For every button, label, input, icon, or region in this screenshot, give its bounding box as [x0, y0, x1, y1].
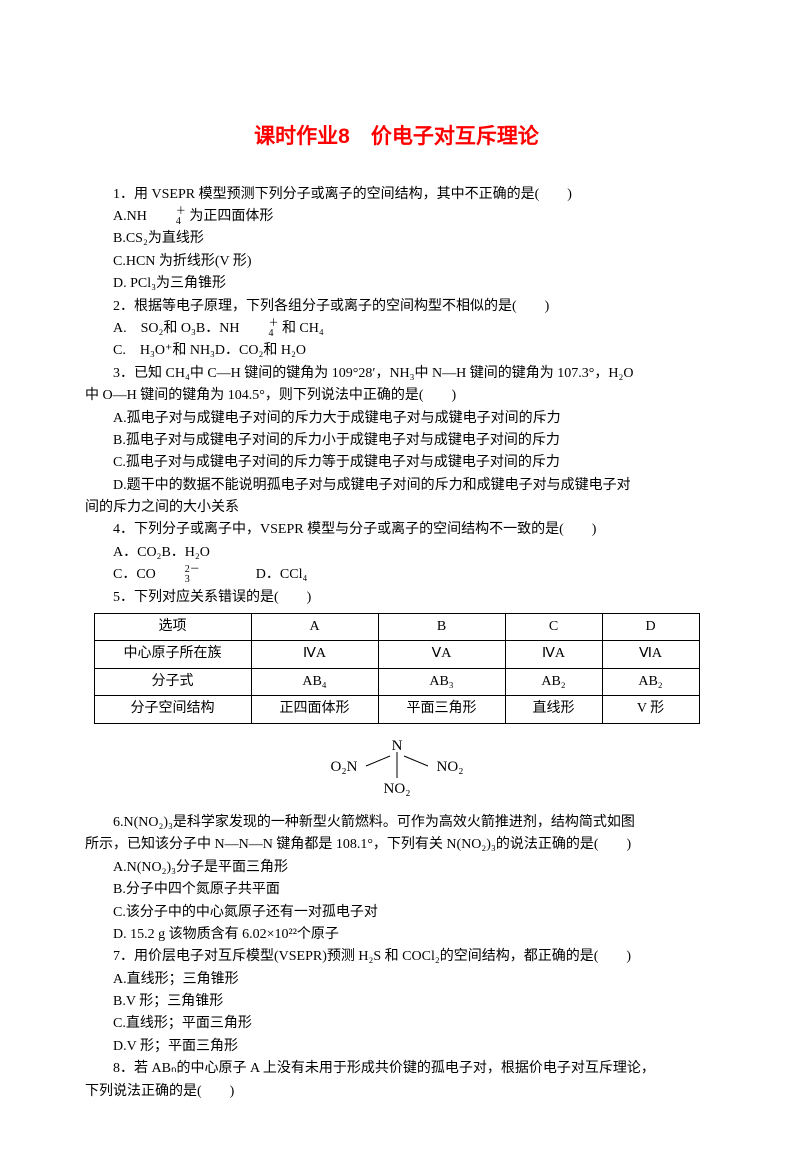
q5-stem: 5．下列对应关系错误的是( ): [85, 587, 708, 609]
q5-table: 选项 A B C D 中心原子所在族 ⅣA ⅤA ⅣA ⅥA 分子式 AB₄ A…: [94, 613, 700, 724]
table-cell: 选项: [94, 614, 251, 641]
diagram-label-left: O₂N: [330, 759, 357, 775]
table-cell: 直线形: [505, 696, 602, 723]
table-cell: 平面三角形: [378, 696, 505, 723]
table-cell: ⅣA: [505, 641, 602, 668]
table-cell: C: [505, 614, 602, 641]
q8-stem-line2: 下列说法正确的是( ): [85, 1081, 708, 1103]
q1-option-a: A.NH＋4 为正四面体形: [85, 206, 708, 228]
table-cell: 中心原子所在族: [94, 641, 251, 668]
nh4-plus-icon: ＋4: [148, 207, 186, 227]
q3-stem-line1: 3．已知 CH₄中 C—H 键间的键角为 109°28′，NH₃中 N—H 键间…: [85, 363, 708, 385]
q4-option-cd: C．CO2－3 D．CCl₄: [85, 564, 708, 586]
diagram-label-top: N: [391, 738, 402, 754]
table-row: 分子空间结构 正四面体形 平面三角形 直线形 V 形: [94, 696, 699, 723]
diagram-label-bottom: NO₂: [383, 781, 410, 797]
q2-stem: 2．根据等电子原理，下列各组分子或离子的空间构型不相似的是( ): [85, 296, 708, 318]
table-cell: AB₂: [602, 668, 699, 695]
q3-option-a: A.孤电子对与成键电子对间的斥力大于成键电子对与成键电子对间的斥力: [85, 408, 708, 430]
q1-option-b: B.CS₂为直线形: [85, 228, 708, 250]
q3-option-d-line2: 间的斥力之间的大小关系: [85, 497, 708, 519]
table-cell: ⅥA: [602, 641, 699, 668]
q7-option-b: B.V 形；三角锥形: [85, 991, 708, 1013]
table-cell: A: [251, 614, 378, 641]
q1-stem: 1．用 VSEPR 模型预测下列分子或离子的空间结构，其中不正确的是( ): [85, 184, 708, 206]
table-cell: V 形: [602, 696, 699, 723]
q2-option-cd: C. H₃O⁺和 NH₃D．CO₂和 H₂O: [85, 340, 708, 362]
q3-option-b: B.孤电子对与成键电子对间的斥力小于成键电子对与成键电子对间的斥力: [85, 430, 708, 452]
table-cell: AB₃: [378, 668, 505, 695]
co3-2minus-icon: 2－3: [157, 565, 200, 585]
q6-option-c: C.该分子中的中心氮原子还有一对孤电子对: [85, 902, 708, 924]
table-cell: 分子式: [94, 668, 251, 695]
q7-option-c: C.直线形；平面三角形: [85, 1013, 708, 1035]
q3-stem-line2: 中 O—H 键间的键角为 104.5°，则下列说法中正确的是( ): [85, 385, 708, 407]
q6-option-b: B.分子中四个氮原子共平面: [85, 879, 708, 901]
table-cell: 正四面体形: [251, 696, 378, 723]
table-cell: 分子空间结构: [94, 696, 251, 723]
q1-option-d: D. PCl₃为三角锥形: [85, 273, 708, 295]
q3-option-c: C.孤电子对与成键电子对间的斥力等于成键电子对与成键电子对间的斥力: [85, 452, 708, 474]
table-cell: ⅣA: [251, 641, 378, 668]
q7-stem: 7．用价层电子对互斥模型(VSEPR)预测 H₂S 和 COCl₂的空间结构，都…: [85, 946, 708, 968]
q1-option-c: C.HCN 为折线形(V 形): [85, 251, 708, 273]
molecule-diagram: N O₂N NO₂ NO₂: [85, 738, 708, 806]
q7-option-d: D.V 形；平面三角形: [85, 1036, 708, 1058]
worksheet-title: 课时作业8 价电子对互斥理论: [85, 120, 708, 154]
q8-stem-line1: 8．若 ABₙ的中心原子 A 上没有未用于形成共价键的孤电子对，根据价电子对互斥…: [85, 1058, 708, 1080]
table-cell: B: [378, 614, 505, 641]
table-row: 中心原子所在族 ⅣA ⅤA ⅣA ⅥA: [94, 641, 699, 668]
nh4-plus-icon: ＋4: [240, 319, 278, 339]
table-row: 选项 A B C D: [94, 614, 699, 641]
q6-stem-line2: 所示，已知该分子中 N—N—N 键角都是 108.1°，下列有关 N(NO₂)₃…: [85, 834, 708, 856]
table-cell: ⅤA: [378, 641, 505, 668]
q2-option-ab: A. SO₂和 O₃B．NH＋4 和 CH₄: [85, 318, 708, 340]
table-row: 分子式 AB₄ AB₃ AB₂ AB₂: [94, 668, 699, 695]
table-cell: D: [602, 614, 699, 641]
q4-option-ab: A．CO₂B．H₂O: [85, 542, 708, 564]
q3-option-d-line1: D.题干中的数据不能说明孤电子对与成键电子对间的斥力和成键电子对与成键电子对: [85, 475, 708, 497]
page: 课时作业8 价电子对互斥理论 1．用 VSEPR 模型预测下列分子或离子的空间结…: [0, 0, 793, 1163]
table-cell: AB₄: [251, 668, 378, 695]
q6-option-d: D. 15.2 g 该物质含有 6.02×10²²个原子: [85, 924, 708, 946]
q6-option-a: A.N(NO₂)₃分子是平面三角形: [85, 857, 708, 879]
diagram-label-right: NO₂: [436, 759, 463, 775]
q6-stem-line1: 6.N(NO₂)₃是科学家发现的一种新型火箭燃料。可作为高效火箭推进剂，结构简式…: [85, 812, 708, 834]
q7-option-a: A.直线形；三角锥形: [85, 969, 708, 991]
table-cell: AB₂: [505, 668, 602, 695]
q4-stem: 4．下列分子或离子中，VSEPR 模型与分子或离子的空间结构不一致的是( ): [85, 519, 708, 541]
